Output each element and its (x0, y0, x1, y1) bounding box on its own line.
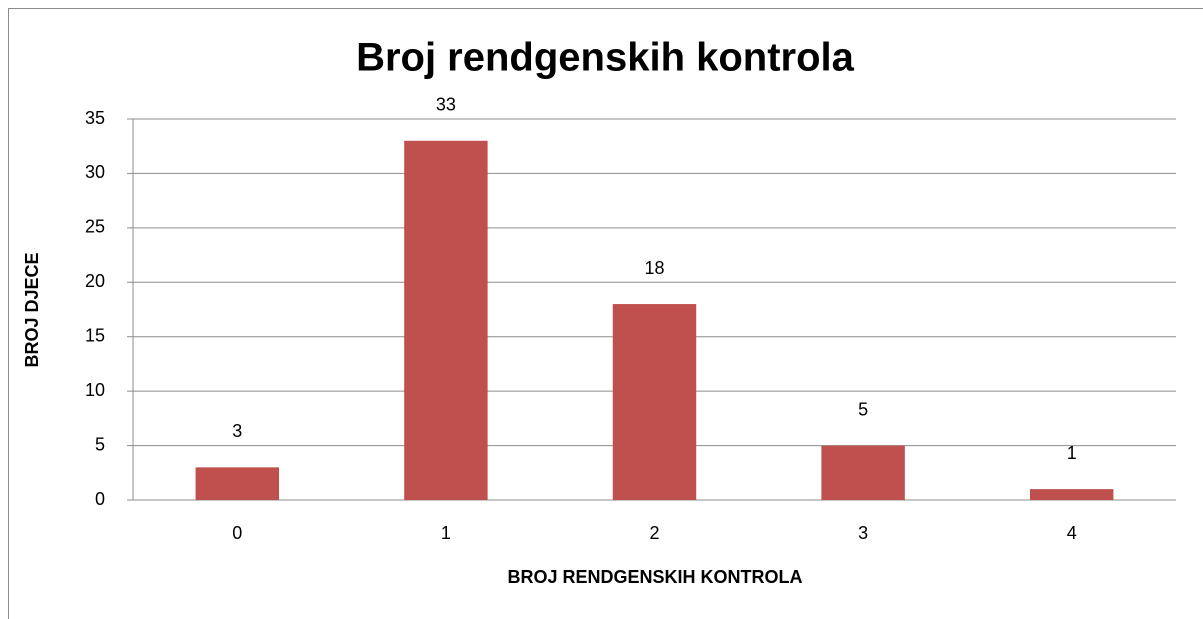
y-tick-label: 5 (95, 434, 105, 454)
data-label: 3 (232, 421, 242, 441)
y-tick-label: 10 (85, 380, 105, 400)
bar (1029, 489, 1114, 500)
bar (821, 445, 905, 500)
bar (195, 467, 280, 500)
y-tick-label: 0 (95, 489, 105, 509)
y-tick-label: 25 (85, 217, 105, 237)
x-tick-label: 4 (1067, 523, 1077, 543)
data-label: 5 (858, 399, 868, 419)
x-tick-label: 0 (232, 523, 242, 543)
bar (404, 140, 488, 500)
x-tick-label: 3 (858, 523, 868, 543)
chart-frame (8, 8, 1203, 619)
chart-title: Broj rendgenskih kontrola (356, 36, 855, 80)
x-tick-label: 1 (441, 523, 451, 543)
y-tick-label: 30 (85, 162, 105, 182)
y-axis-label: BROJ DJECE (22, 252, 42, 367)
bar (612, 304, 697, 500)
x-axis-label: BROJ RENDGENSKIH KONTROLA (507, 567, 802, 587)
data-label: 1 (1067, 443, 1077, 463)
y-tick-label: 20 (85, 271, 105, 291)
x-tick-label: 2 (649, 523, 659, 543)
y-tick-label: 35 (85, 108, 105, 128)
y-tick-label: 15 (85, 325, 105, 345)
data-label: 33 (436, 95, 456, 115)
data-label: 18 (644, 258, 664, 278)
